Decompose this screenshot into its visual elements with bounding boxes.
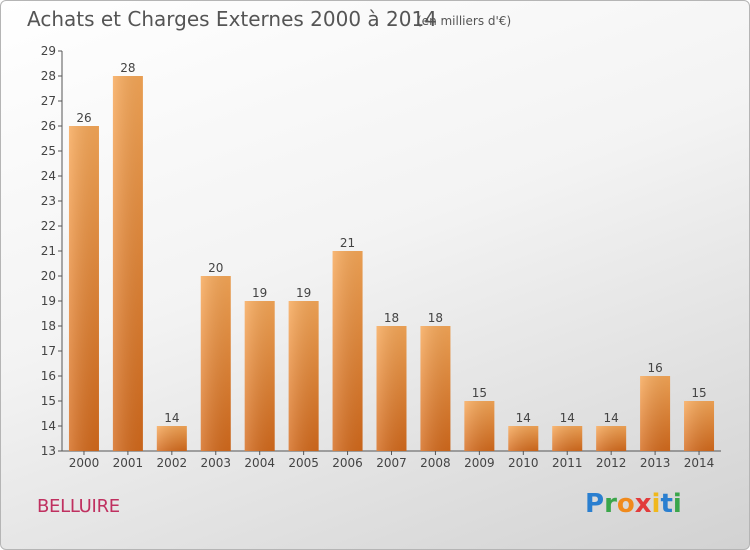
x-tick-label: 2000 [69,456,100,470]
y-tick-label: 14 [41,419,56,433]
chart-subtitle: (en milliers d'€) [417,14,512,28]
bar-shade [68,126,99,451]
x-tick-label: 2008 [420,456,451,470]
x-tick-label: 2002 [157,456,188,470]
bar-shade [200,276,231,451]
chart-title: Achats et Charges Externes 2000 à 2014 [27,7,437,31]
y-tick-label: 27 [41,94,56,108]
y-tick-label: 20 [41,269,56,283]
y-tick-label: 25 [41,144,56,158]
value-label: 14 [560,411,575,425]
x-tick-label: 2010 [508,456,539,470]
value-label: 14 [516,411,531,425]
y-tick-label: 19 [41,294,56,308]
commune-name: BELLUIRE [37,496,120,517]
bar-shade [112,76,143,451]
x-tick-label: 2005 [288,456,319,470]
x-tick-label: 2012 [596,456,627,470]
bar-shade [596,426,627,451]
y-tick-label: 21 [41,244,56,258]
x-tick-label: 2003 [200,456,231,470]
bar-shade [156,426,187,451]
value-label: 18 [384,311,399,325]
value-label: 14 [604,411,619,425]
value-label: 18 [428,311,443,325]
y-tick-label: 18 [41,319,56,333]
value-label: 19 [296,286,311,300]
bar-shade [288,301,319,451]
bar-shade [684,401,715,451]
value-label: 14 [164,411,179,425]
proxiti-logo[interactable]: Proxiti [585,489,682,519]
x-tick-label: 2009 [464,456,495,470]
value-label: 15 [472,386,487,400]
chart-axes: 13 14 15 16 17 18 19 20 21 22 23 24 25 26 27 28 29 2000 20… [41,44,721,470]
value-label: 26 [76,111,91,125]
y-tick-label: 22 [41,219,56,233]
x-tick-label: 2006 [332,456,363,470]
x-tick-label: 2007 [376,456,407,470]
y-tick-label: 26 [41,119,56,133]
bar-shade [420,326,451,451]
y-tick-label: 23 [41,194,56,208]
y-tick-label: 28 [41,69,56,83]
x-tick-label: 2011 [552,456,583,470]
bar-shade [640,376,671,451]
y-tick-label: 17 [41,344,56,358]
bar-shade [376,326,407,451]
x-tick-label: 2013 [640,456,671,470]
y-tick-label: 13 [41,444,56,458]
value-label: 16 [647,361,662,375]
value-label: 19 [252,286,267,300]
bar-shade [508,426,539,451]
bar-shade [464,401,495,451]
y-tick-label: 24 [41,169,56,183]
value-label: 28 [120,61,135,75]
y-tick-label: 15 [41,394,56,408]
y-tick-label: 16 [41,369,56,383]
bar-shade [552,426,583,451]
x-tick-label: 2004 [244,456,275,470]
bar-shade [244,301,275,451]
value-label: 21 [340,236,355,250]
value-label: 20 [208,261,223,275]
y-tick-label: 29 [41,44,56,58]
value-label: 15 [691,386,706,400]
bar-shade [332,251,363,451]
chart-bars: 26 28 14 20 19 19 21 18 18 15 14 14 14 16 15 [68,61,715,451]
x-tick-label: 2014 [684,456,715,470]
x-tick-label: 2001 [113,456,144,470]
